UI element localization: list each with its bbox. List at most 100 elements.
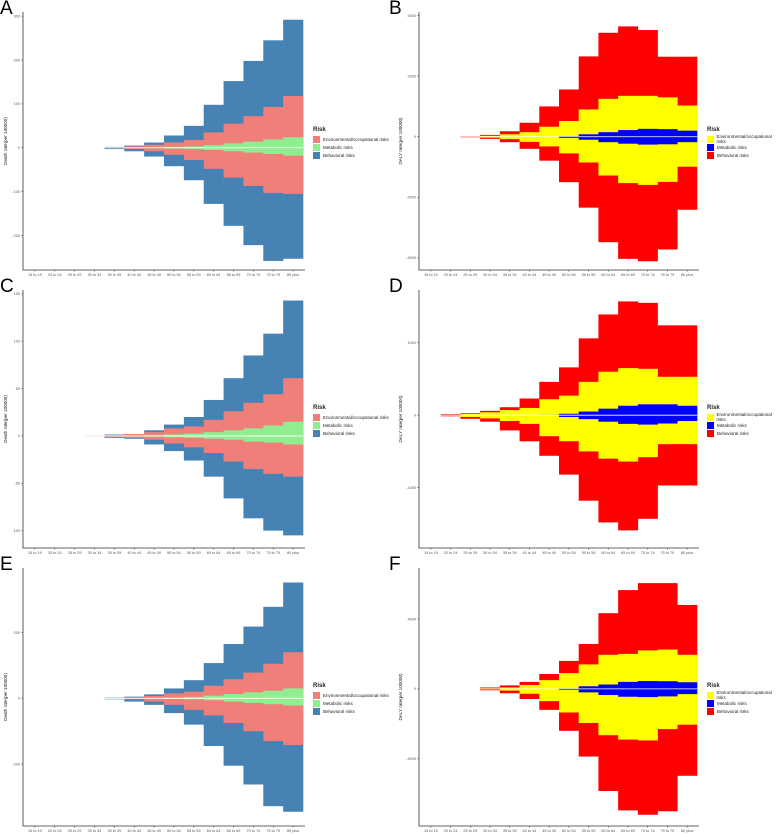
legend-label: Environmental/occupational risks: [716, 134, 772, 144]
y-tick-label: -4000: [406, 757, 416, 761]
y-axis-label: DALY rate(per 100000): [398, 673, 403, 721]
x-tick-label: 55 to 59: [187, 273, 201, 277]
y-tick-label: 4000: [408, 14, 416, 18]
x-tick-label: 65 to 69: [227, 829, 241, 833]
plot-area: -200 0 200 15 to 19 20 to 24 25 to 29 30 to 34…: [3, 568, 305, 833]
x-tick-label: 70 to 74: [246, 551, 260, 555]
x-tick-label: 30 to 34: [88, 551, 102, 555]
x-tick-label: 20 to 24: [444, 551, 458, 555]
y-axis-label: Death rate(per 100000): [3, 395, 8, 443]
x-tick-label: 80 plus: [287, 829, 299, 833]
bar-segment: [559, 673, 580, 713]
bar-segment: [203, 685, 224, 716]
legend: Risk Environmental/occupational risks Meta…: [313, 683, 389, 715]
legend-item: Metabolic risks: [707, 143, 778, 151]
y-tick-label: 2000: [408, 74, 416, 78]
x-tick-label: 35 to 39: [107, 829, 121, 833]
y-tick-label: -200: [12, 234, 20, 238]
y-tick-label: 50: [16, 387, 20, 391]
legend-label: Metabolic risks: [717, 700, 747, 706]
legend: Risk Environmental/occupational risks Meta…: [707, 405, 778, 437]
x-tick-label: 20 to 24: [48, 829, 62, 833]
x-tick-label: 55 to 59: [187, 829, 201, 833]
x-tick-label: 45 to 49: [542, 551, 556, 555]
x-tick-label: 70 to 74: [641, 273, 655, 277]
y-tick-label: 100: [14, 340, 20, 344]
y-axis-label: Death rate(per 100000): [3, 117, 8, 165]
x-tick-label: 45 to 49: [147, 551, 161, 555]
legend-item: Environmental/occupational risks: [313, 135, 389, 143]
x-tick-label: 55 to 59: [187, 551, 201, 555]
x-tick-label: 20 to 24: [444, 273, 458, 277]
bar-segment: [578, 686, 599, 693]
x-tick-label: 45 to 49: [147, 829, 161, 833]
legend-swatch: [707, 413, 714, 421]
legend-swatch: [313, 429, 320, 437]
x-tick-label: 35 to 39: [107, 273, 121, 277]
legend-title: Risk: [707, 405, 720, 411]
x-tick-label: 30 to 34: [483, 273, 497, 277]
axis-lines: [418, 12, 699, 271]
x-tick-label: 60 to 64: [207, 829, 221, 833]
legend-label: Behavioral risks: [717, 708, 749, 714]
plot-area: -200 -100 0 100 200 300 15 to 19 20 to 24 25 to …: [3, 12, 305, 277]
plot-area: -100 -50 0 50 100 150 15 to 19 20 to 24 25 to 29…: [3, 290, 305, 555]
panel-d: -1000 0 1000 15 to 19 20 to 24 25 to 29 30 to …: [389, 276, 778, 556]
legend-item: Environmental/occupational risks: [313, 691, 389, 699]
y-tick-label: 100: [14, 102, 20, 106]
x-tick-label: 40 to 44: [127, 829, 141, 833]
legend-label: Environmental/occupational risks: [323, 692, 389, 698]
legend-label: Behavioral risks: [323, 430, 355, 436]
bar-segment: [283, 421, 304, 445]
plot-area: -4000 0 4000 15 to 19 20 to 24 25 to 29 30 to …: [398, 568, 699, 833]
y-tick-label: -1000: [406, 486, 416, 490]
legend-title: Risk: [707, 127, 720, 133]
x-tick-label: 55 to 59: [582, 551, 596, 555]
bar-segment: [598, 132, 619, 143]
panel-f: -4000 0 4000 15 to 19 20 to 24 25 to 29 30 to …: [389, 554, 778, 834]
plot-area: -4000 -2000 0 2000 4000 15 to 19 20 to 24 25 to…: [398, 12, 699, 277]
bar-segment: [618, 653, 639, 740]
legend-item: Environmental/occupational risks: [707, 412, 778, 422]
bar-segment: [203, 132, 224, 169]
legend-item: Metabolic risks: [313, 143, 389, 151]
legend-item: Behavioral risks: [313, 429, 389, 437]
axis-lines: [418, 290, 699, 549]
x-tick-label: 50 to 54: [562, 551, 576, 555]
x-tick-label: 50 to 54: [562, 273, 576, 277]
x-tick-label: 45 to 49: [542, 829, 556, 833]
legend-swatch: [313, 691, 320, 699]
bar-segment: [539, 680, 560, 702]
legend-item: Metabolic risks: [313, 421, 389, 429]
legend-swatch: [313, 413, 320, 421]
x-tick-label: 15 to 19: [424, 551, 438, 555]
legend-label: Behavioral risks: [717, 430, 749, 436]
legend-swatch: [707, 143, 714, 151]
legend-item: Environmental/occupational risks: [313, 413, 389, 421]
x-tick-label: 80 plus: [287, 551, 299, 555]
legend-item: Metabolic risks: [707, 421, 778, 429]
x-tick-label: 70 to 74: [246, 829, 260, 833]
axis-lines: [418, 568, 699, 827]
y-axis-label: DALY rate(per 100000): [398, 395, 403, 443]
legend-swatch: [707, 707, 714, 715]
x-tick-label: 15 to 19: [424, 273, 438, 277]
bar-segment: [519, 685, 540, 694]
x-tick-label: 40 to 44: [523, 551, 537, 555]
legend-title: Risk: [313, 405, 326, 411]
legend-item: Environmental/occupational risks: [707, 690, 778, 700]
x-tick-label: 40 to 44: [127, 273, 141, 277]
bar-segment: [559, 395, 580, 442]
x-tick-label: 50 to 54: [167, 551, 181, 555]
legend-swatch: [313, 707, 320, 715]
x-tick-label: 20 to 24: [444, 829, 458, 833]
y-tick-label: 0: [414, 687, 416, 691]
legend-item: Behavioral risks: [707, 429, 778, 437]
x-tick-label: 80 plus: [681, 551, 693, 555]
x-tick-label: 65 to 69: [621, 273, 635, 277]
x-tick-label: 20 to 24: [48, 551, 62, 555]
x-tick-label: 50 to 54: [167, 829, 181, 833]
x-tick-label: 75 to 79: [266, 273, 280, 277]
y-tick-label: 200: [14, 58, 20, 62]
x-tick-label: 75 to 79: [661, 273, 675, 277]
